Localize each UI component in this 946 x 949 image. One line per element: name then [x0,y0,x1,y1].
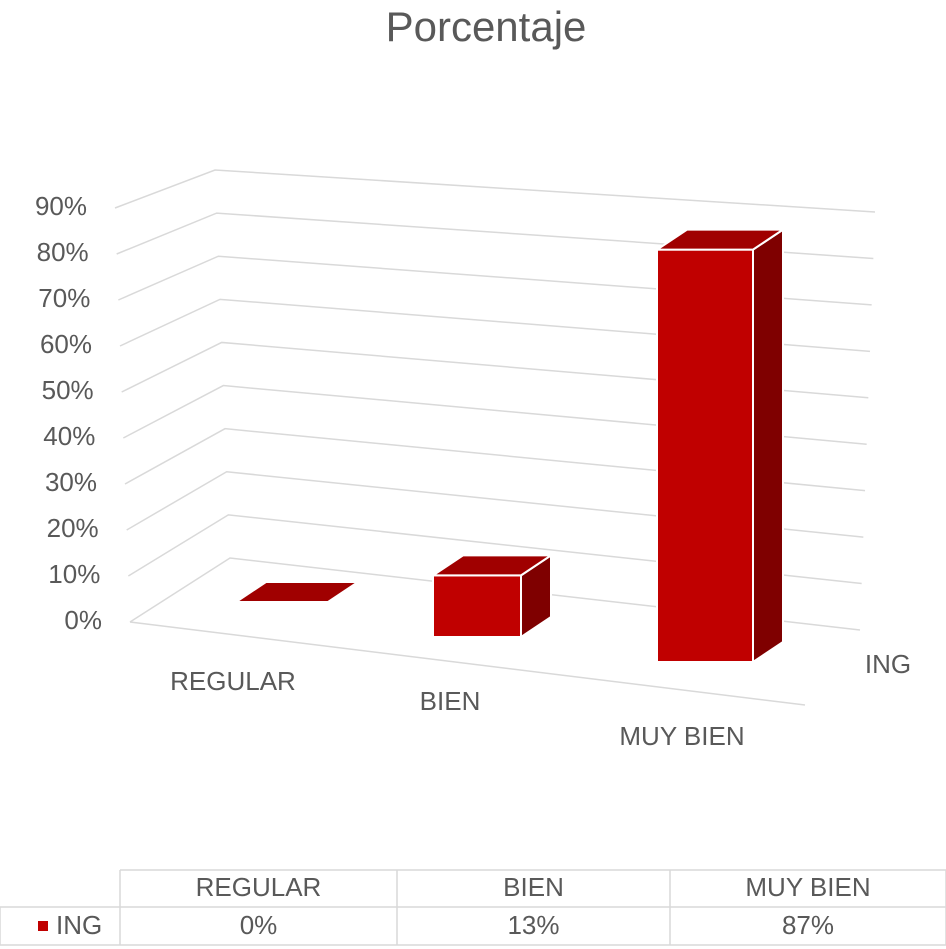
legend-label: ING [56,910,102,940]
y-tick-label: 40% [43,421,95,451]
table-header: BIEN [503,872,564,902]
bar-front [432,574,522,639]
x-tick-label: MUY BIEN [619,721,744,751]
y-tick-label: 70% [38,283,90,313]
y-tick-label: 90% [35,191,87,221]
bar-front [656,248,754,663]
bar [232,581,362,603]
grid-line [124,427,866,492]
series-axis-label: ING [865,649,911,679]
y-tick-label: 80% [37,237,89,267]
grid-line [121,341,869,399]
y-tick-label: 10% [48,559,100,589]
table-header: MUY BIEN [745,872,870,902]
grid-line [129,557,861,631]
table-header: REGULAR [196,872,322,902]
grid-line [116,212,874,260]
y-tick-label: 30% [45,467,97,497]
table-value: 13% [507,910,559,940]
table-value: 87% [782,910,834,940]
grid-line [126,471,864,538]
legend-key [38,921,48,931]
grid-line [119,298,871,353]
floor-edge [129,621,806,706]
bar [653,227,787,664]
bar-top [232,581,362,603]
bar [429,553,555,639]
y-tick-label: 50% [42,375,94,405]
grid-line [114,169,876,213]
bar-top [429,554,555,577]
x-tick-label: REGULAR [170,666,296,696]
y-tick-label: 0% [64,605,102,635]
grid-line [118,255,872,306]
bar-top [653,228,787,251]
chart-title: Porcentaje [386,3,587,50]
y-tick-label: 20% [47,513,99,543]
grid-line [122,384,867,445]
x-tick-label: BIEN [420,686,481,716]
bar-side [752,227,784,664]
grid-line [127,514,862,585]
table-value: 0% [240,910,278,940]
y-tick-label: 60% [40,329,92,359]
